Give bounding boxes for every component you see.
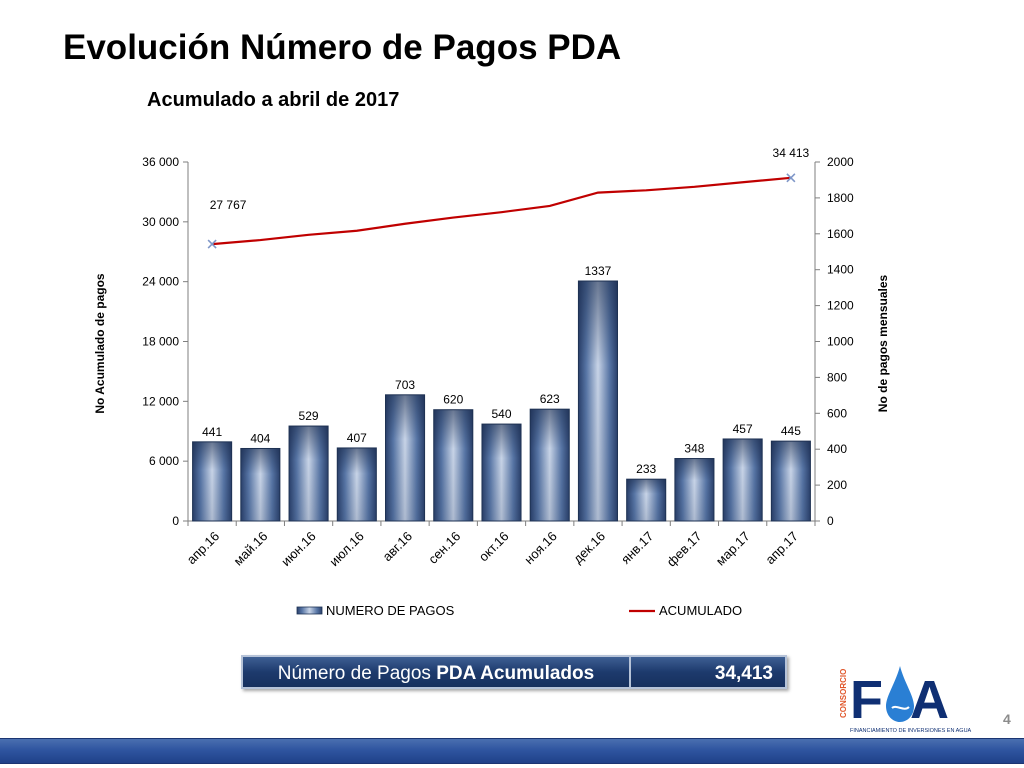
bar-data-label: 540: [491, 407, 511, 421]
summary-box: Número de Pagos PDA Acumulados 34,413: [241, 655, 787, 689]
bar-data-label: 623: [540, 392, 560, 406]
y-right-tick-label: 1200: [827, 299, 854, 313]
y-right-tick-label: 600: [827, 406, 847, 420]
y-left-tick-label: 24 000: [142, 275, 179, 289]
bar-shade: [723, 438, 763, 521]
bar-data-label: 348: [684, 442, 704, 456]
logo-side-text: CONSORCIO: [839, 669, 848, 718]
summary-label-normal: Número de Pagos: [277, 663, 437, 684]
bar-data-label: 703: [395, 378, 415, 392]
y-right-tick-label: 800: [827, 370, 847, 384]
summary-label-bold: PDA Acumulados: [436, 663, 595, 684]
line-data-label: 34 413: [773, 146, 810, 160]
x-tick-label: фев.17: [664, 529, 705, 570]
bar-shade: [674, 458, 714, 521]
y-right-tick-label: 2000: [827, 155, 854, 169]
svg-text:A: A: [910, 670, 949, 730]
bars-layer: [192, 280, 811, 522]
bar-data-label: 233: [636, 462, 656, 476]
bar-data-label: 529: [299, 409, 319, 423]
bar-shade: [578, 281, 618, 521]
line-data-label: 27 767: [210, 198, 247, 212]
bar-shade: [192, 441, 232, 521]
x-tick-label: июл.16: [326, 529, 367, 570]
x-tick-label: сен.16: [425, 529, 463, 567]
bar-data-label: 404: [250, 431, 270, 445]
slide-subtitle: Acumulado a abril de 2017: [147, 89, 400, 111]
y-left-tick-label: 18 000: [142, 335, 179, 349]
bar-data-label: 457: [733, 422, 753, 436]
x-tick-label: янв.17: [618, 529, 656, 567]
logo-tagline: FINANCIAMIENTO DE INVERSIONES EN AGUA: [850, 728, 972, 734]
labels-layer: 441 404 529 407 703 620 540 623 1337 233 348 457 445…: [202, 146, 809, 476]
bar-shade: [385, 394, 425, 521]
legend-layer: NUMERO DE PAGOS ACUMULADO: [296, 603, 742, 618]
line-layer: [207, 173, 796, 249]
y-right-tick-label: 1600: [827, 227, 854, 241]
y-right-tick-label: 1000: [827, 335, 854, 349]
legend-bar-swatch: [296, 606, 323, 615]
line-point-marker: [786, 173, 796, 183]
x-tick-label: мар.17: [713, 529, 753, 569]
bar-data-label: 441: [202, 425, 222, 439]
fia-logo: CONSORCIO F A FINANCIAMIENTO DE INVERSIO…: [839, 666, 972, 734]
y-right-tick-label: 0: [827, 514, 834, 528]
bar-shade: [433, 409, 473, 521]
combo-chart: 0 6 000 12 000 18 000 24 000 30 000 36 000 0 200…: [93, 146, 890, 618]
y-left-tick-label: 0: [172, 514, 179, 528]
bar-data-label: 1337: [585, 264, 612, 278]
legend-bar-label: NUMERO DE PAGOS: [326, 603, 455, 618]
summary-label: Número de Pagos PDA Acumulados: [241, 655, 631, 689]
logo-name: F: [850, 670, 882, 730]
x-tick-label: апр.17: [762, 529, 801, 568]
x-tick-label: май.16: [231, 529, 271, 569]
bar-shade: [626, 479, 666, 521]
slide-title: Evolución Número de Pagos PDA: [63, 28, 622, 67]
y-right-axis-title: No de pagos mensuales: [876, 274, 890, 412]
y-right-tick-label: 1400: [827, 263, 854, 277]
y-right-tick-label: 200: [827, 478, 847, 492]
bar-shade: [240, 448, 280, 521]
footer-bar: [0, 738, 1024, 764]
y-right-tick-label: 400: [827, 442, 847, 456]
y-left-tick-label: 36 000: [142, 155, 179, 169]
legend-line-label: ACUMULADO: [659, 603, 742, 618]
x-tick-label: окт.16: [476, 529, 512, 565]
acumulado-line: [212, 176, 791, 246]
y-left-tick-label: 30 000: [142, 215, 179, 229]
line-point-marker: [207, 239, 217, 249]
y-right-tick-label: 1800: [827, 191, 854, 205]
x-tick-label: апр.16: [184, 529, 223, 568]
y-left-tick-label: 6 000: [149, 454, 179, 468]
x-tick-label: авг.16: [380, 529, 416, 565]
page-number: 4: [1003, 711, 1011, 727]
bar-data-label: 445: [781, 424, 801, 438]
x-tick-label: июн.16: [278, 529, 318, 569]
bar-shade: [481, 424, 522, 521]
bar-shade: [530, 409, 570, 521]
y-left-axis-title: No Acumulado de pagos: [93, 273, 107, 414]
bar-shade: [771, 441, 811, 521]
y-left-tick-label: 12 000: [142, 394, 179, 408]
bar-data-label: 620: [443, 393, 463, 407]
bar-shade: [337, 447, 377, 521]
x-tick-label: ноя.16: [521, 529, 560, 568]
bar-shade: [289, 426, 329, 521]
x-tick-label: дек.16: [570, 529, 608, 567]
bar-data-label: 407: [347, 431, 367, 445]
summary-value: 34,413: [631, 655, 787, 689]
